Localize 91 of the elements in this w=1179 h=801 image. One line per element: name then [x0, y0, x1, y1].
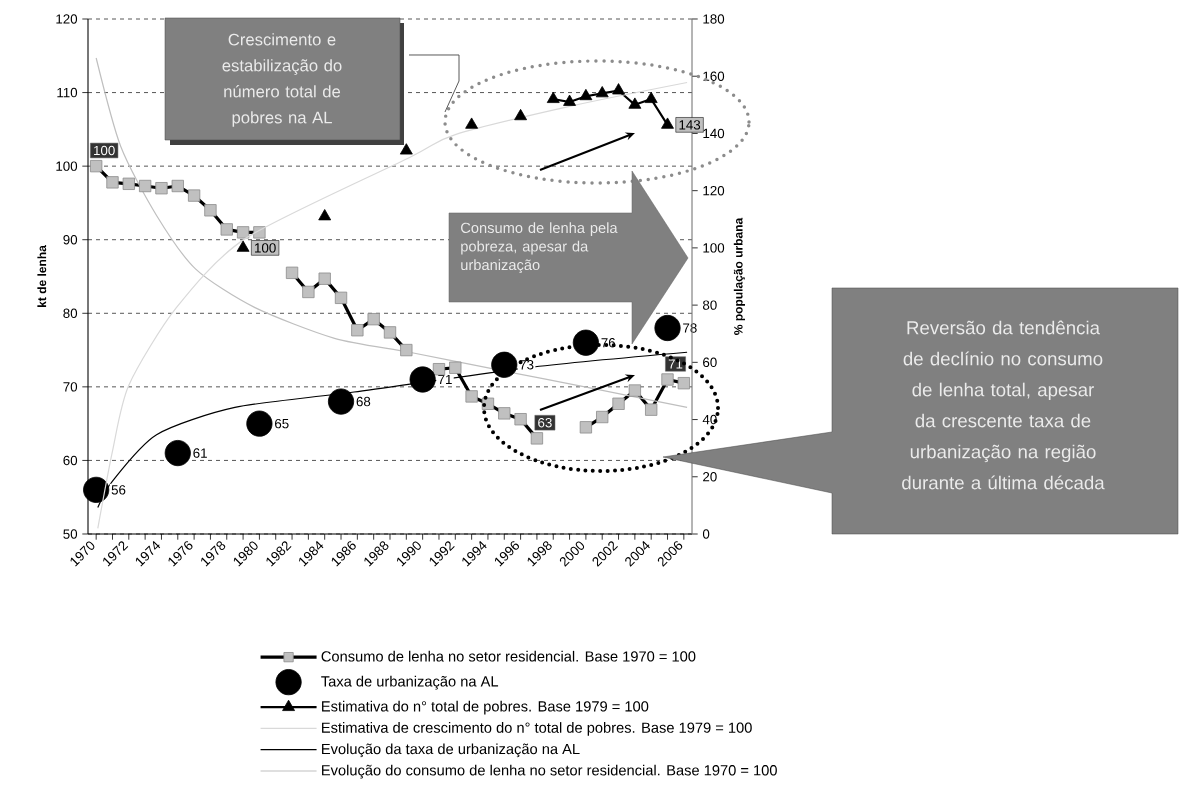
data-label: 100	[255, 243, 276, 253]
point	[318, 209, 332, 221]
y2-tick-label: 80	[702, 300, 717, 310]
point	[514, 108, 527, 121]
point	[449, 361, 462, 374]
point	[514, 413, 527, 426]
point	[400, 343, 413, 357]
data-label: 143	[679, 120, 701, 130]
point	[612, 83, 625, 95]
point	[236, 240, 250, 252]
point	[546, 91, 560, 103]
point	[204, 204, 217, 217]
point	[164, 440, 191, 467]
y-axis-title: kt de lenha	[37, 245, 47, 308]
data-label: 61	[193, 448, 207, 458]
legend-label: Estimativa do n° total de pobres. Base 1979 = 100	[322, 700, 649, 715]
point	[383, 326, 397, 339]
point	[246, 410, 273, 437]
y-tick-label: 50	[63, 529, 78, 539]
y2-tick-label: 100	[703, 243, 725, 253]
point	[612, 397, 625, 410]
point	[596, 410, 609, 424]
point	[83, 476, 110, 503]
point	[318, 272, 331, 285]
y-tick-label: 70	[63, 382, 78, 392]
point	[155, 182, 168, 195]
point	[563, 94, 576, 106]
point	[334, 291, 348, 304]
point	[220, 223, 233, 236]
annotation: Crescimento e estabilização do número total de pobres na AL	[222, 33, 342, 127]
y2-tick-label: 140	[703, 128, 725, 139]
point	[677, 377, 690, 390]
point	[572, 329, 599, 356]
y2-tick-label: 20	[703, 472, 717, 482]
y-tick-label: 60	[63, 455, 78, 466]
y-tick-label: 80	[63, 308, 78, 318]
legend-label: Evolução da taxa de urbanização na AL	[322, 743, 580, 758]
y2-tick-label: 0	[702, 529, 710, 539]
y2-tick-label: 120	[703, 185, 725, 196]
point	[187, 189, 201, 202]
y-tick-label: 90	[63, 235, 78, 245]
y-tick-label: 110	[57, 87, 78, 98]
point	[628, 384, 641, 397]
point	[285, 266, 299, 279]
point	[644, 91, 658, 103]
point	[351, 324, 364, 337]
point	[236, 226, 250, 239]
data-label: 65	[275, 418, 289, 429]
legend-label: Estimativa de crescimento do n° total de pobres. Base 1979 = 100	[322, 722, 752, 736]
point	[327, 388, 355, 415]
data-label: 56	[111, 485, 126, 495]
point	[171, 179, 184, 193]
legend-label: Consumo de lenha no setor residencial. Base 1970 = 100	[321, 650, 696, 662]
y2-axis-title: % população urbana	[733, 217, 745, 335]
annotation: Consumo de lenha pela pobreza, apesar da urbanização	[461, 222, 618, 274]
point	[367, 313, 380, 326]
point	[628, 97, 642, 109]
data-label: 73	[519, 360, 534, 370]
point	[661, 117, 674, 129]
point	[491, 351, 518, 378]
point	[530, 432, 544, 445]
text: Reversão da tendência de declínio no consumo de lenha total, apesar da crescente taxa de urbanização na região durante a última década	[902, 320, 1105, 490]
point	[432, 363, 446, 376]
point	[654, 314, 681, 342]
point	[409, 366, 436, 393]
point	[302, 285, 315, 299]
legend-label: Taxa de urbanização na AL	[321, 675, 499, 690]
y-tick-label: 120	[56, 14, 78, 24]
data-label: 71	[438, 374, 452, 385]
y2-tick-label: 60	[703, 357, 717, 368]
point	[465, 390, 478, 403]
point	[139, 179, 152, 193]
point	[661, 373, 674, 386]
point	[579, 88, 593, 101]
y2-tick-label: 160	[703, 71, 725, 81]
data-label: 63	[538, 417, 552, 428]
y-tick-label: 100	[56, 161, 78, 171]
legend-label: Evolução do consumo de lenha no setor residencial. Base 1970 = 100	[322, 764, 777, 779]
data-label: 78	[683, 323, 697, 333]
point	[122, 177, 135, 190]
point	[498, 407, 511, 420]
y2-tick-label: 180	[703, 14, 725, 24]
point	[595, 86, 609, 98]
data-label: 68	[356, 396, 371, 407]
point	[645, 403, 658, 416]
point	[465, 117, 479, 129]
data-label: 100	[94, 145, 115, 156]
point	[399, 143, 413, 155]
point	[579, 421, 593, 434]
point	[90, 160, 103, 173]
point	[106, 176, 119, 189]
